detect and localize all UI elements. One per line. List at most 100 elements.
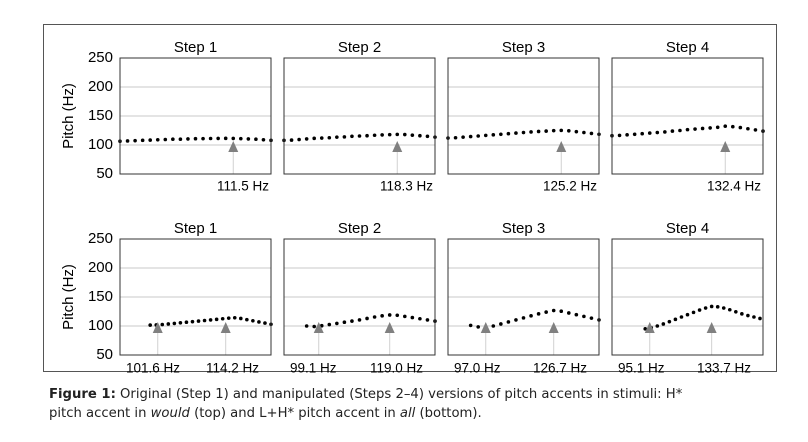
y-tick-label: 100: [88, 317, 113, 334]
pitch-point: [342, 135, 347, 139]
pitch-point: [647, 131, 652, 135]
accent-marker-triangle: [548, 322, 559, 333]
pitch-point: [220, 316, 225, 321]
pitch-point: [661, 322, 666, 326]
pitch-point: [667, 319, 672, 324]
pitch-point: [246, 137, 251, 141]
y-tick-label: 200: [88, 78, 113, 95]
valley-hz-label: 97.0 Hz: [454, 361, 501, 373]
pitch-point: [670, 129, 675, 133]
pitch-point: [727, 307, 732, 312]
peak-hz-label: 125.2 Hz: [543, 179, 597, 194]
caption-word-all: all: [399, 406, 416, 421]
pitch-point: [335, 321, 339, 326]
pitch-point: [418, 316, 422, 321]
peak-hz-label: 118.3 Hz: [380, 179, 433, 194]
pitch-point: [559, 128, 564, 133]
pitch-point: [125, 139, 130, 143]
panel-title: Step 4: [666, 39, 709, 56]
pitch-point: [544, 129, 548, 133]
accent-marker-triangle: [228, 141, 239, 152]
pitch-point: [172, 321, 177, 326]
pitch-point: [350, 134, 354, 139]
pitch-point: [186, 137, 190, 141]
pitch-point: [746, 313, 750, 318]
pitch-point: [201, 136, 205, 141]
panel-title: Step 3: [502, 39, 545, 56]
caption-label: Figure 1:: [49, 387, 116, 402]
pitch-point: [678, 128, 682, 133]
pitch-point: [559, 309, 564, 314]
pitch-point: [216, 136, 220, 141]
pitch-point: [468, 323, 473, 328]
pitch-point: [574, 129, 579, 134]
pitch-point: [342, 320, 347, 325]
pitch-point: [148, 323, 152, 327]
panel-frame: [611, 57, 764, 175]
pitch-point: [582, 314, 586, 319]
panel-title: Step 4: [666, 220, 709, 237]
pitch-point: [380, 314, 384, 318]
panel-frame: [447, 238, 600, 356]
pitch-point: [709, 304, 714, 309]
pitch-point: [476, 134, 481, 138]
y-tick-label: 200: [88, 259, 113, 276]
pitch-point: [753, 128, 758, 132]
pitch-point: [357, 318, 362, 322]
pitch-point: [223, 136, 228, 141]
panel-frame: [447, 57, 600, 175]
pitch-point: [425, 318, 430, 322]
pitch-point: [506, 320, 511, 324]
pitch-point: [380, 133, 384, 137]
panel-frame: [119, 238, 272, 356]
y-axis-label: Pitch (Hz): [60, 83, 77, 149]
pitch-point: [226, 316, 231, 320]
pitch-point: [257, 320, 261, 324]
pitch-point: [655, 324, 660, 328]
pitch-point: [567, 311, 571, 315]
valley-hz-label: 99.1 Hz: [290, 361, 337, 373]
pitch-point: [691, 310, 696, 315]
pitch-point: [693, 127, 697, 131]
pitch-point: [395, 313, 400, 318]
accent-marker-triangle: [706, 322, 717, 333]
pitch-point: [365, 316, 369, 321]
panel-title: Step 2: [338, 220, 381, 237]
peak-hz-label: 126.7 Hz: [533, 361, 587, 373]
pitch-point: [758, 316, 762, 321]
y-tick-label: 250: [88, 230, 113, 247]
pitch-point: [208, 136, 213, 141]
pitch-point: [319, 323, 324, 328]
y-tick-label: 250: [88, 49, 113, 66]
accent-marker-triangle: [556, 141, 567, 152]
pitch-point: [640, 131, 644, 136]
pitch-point: [483, 133, 488, 138]
pitch-point: [133, 138, 137, 143]
caption-line2-b: (top) and L+H* pitch accent in: [189, 406, 400, 421]
pitch-point: [395, 132, 400, 137]
pitch-point: [734, 309, 738, 314]
pitch-point: [673, 317, 678, 322]
pitch-point: [499, 132, 503, 137]
pitch-point: [208, 318, 213, 322]
pitch-point: [700, 126, 705, 131]
pitch-point: [685, 127, 690, 132]
panel-frame: [283, 238, 436, 356]
pitch-point: [335, 135, 339, 139]
y-tick-label: 150: [88, 107, 113, 124]
pitch-chart-figure: Pitch (Hz) 50 100 150 200 250 Step 1 111.5 Hz St…: [60, 39, 765, 373]
pitch-point: [193, 136, 198, 141]
pitch-point: [499, 322, 503, 326]
caption-line2-c: (bottom).: [415, 406, 482, 421]
panel-title: Step 2: [338, 39, 381, 56]
pitch-point: [184, 320, 189, 325]
valley-hz-label: 95.1 Hz: [618, 361, 665, 373]
pitch-point: [196, 319, 201, 323]
pitch-point: [425, 134, 430, 139]
pitch-point: [461, 135, 465, 139]
pitch-point: [567, 128, 571, 133]
accent-marker-triangle: [220, 322, 231, 333]
pitch-point: [506, 131, 511, 136]
valley-hz-label: 101.6 Hz: [126, 361, 180, 373]
peak-hz-label: 132.4 Hz: [707, 179, 761, 194]
